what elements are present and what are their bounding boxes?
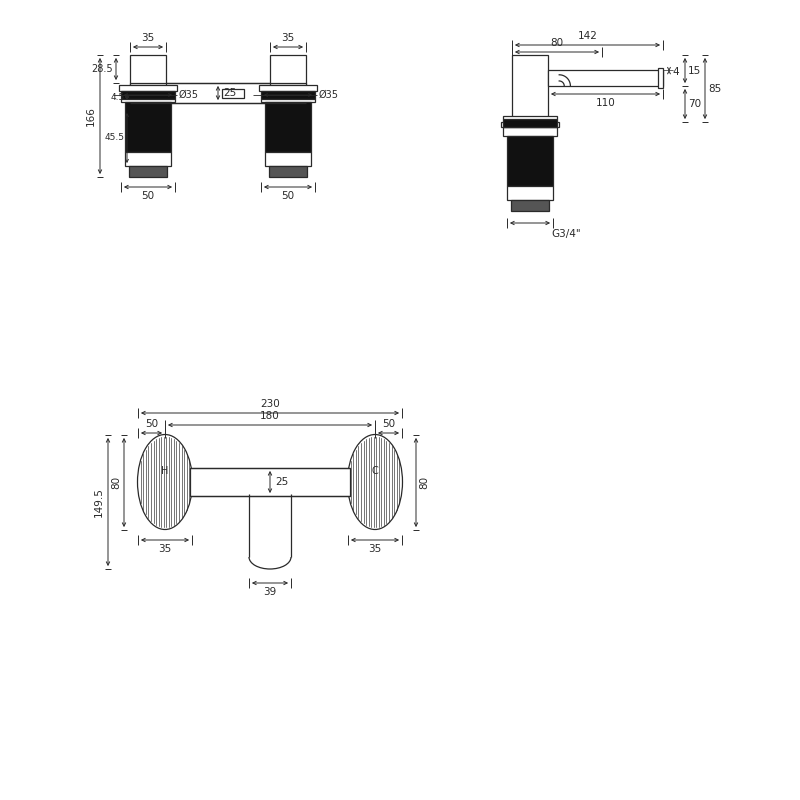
Text: 45.5: 45.5	[105, 134, 125, 142]
Text: 85: 85	[708, 83, 722, 94]
Bar	[503, 119, 557, 127]
Text: 149.5: 149.5	[94, 487, 104, 517]
Text: 35: 35	[282, 33, 294, 43]
Bar	[503, 116, 557, 119]
Bar	[190, 468, 350, 496]
Text: 15: 15	[688, 66, 702, 75]
Text: 35: 35	[142, 33, 154, 43]
Bar	[125, 102, 171, 152]
Bar	[501, 122, 559, 127]
Bar	[511, 200, 549, 211]
Text: Ø35: Ø35	[319, 90, 339, 100]
Text: 110: 110	[596, 98, 615, 108]
Bar	[129, 166, 167, 177]
Text: C: C	[372, 466, 378, 475]
Text: 142: 142	[578, 31, 598, 41]
Bar	[248, 544, 292, 557]
Text: 50: 50	[142, 191, 154, 201]
Text: 80: 80	[550, 38, 563, 48]
Text: 25: 25	[223, 88, 236, 98]
Text: G3/4": G3/4"	[551, 229, 581, 239]
Bar	[507, 136, 553, 186]
Bar	[119, 85, 177, 91]
Bar	[125, 152, 171, 166]
Ellipse shape	[138, 434, 193, 530]
Text: H: H	[162, 466, 169, 475]
Bar	[121, 91, 175, 99]
Bar	[507, 186, 553, 200]
Bar	[130, 83, 306, 103]
Bar	[269, 166, 307, 177]
Bar	[130, 55, 166, 85]
Bar	[548, 70, 663, 86]
Text: 4: 4	[672, 67, 678, 77]
Bar	[270, 55, 306, 85]
Text: 166: 166	[86, 106, 96, 126]
Text: 50: 50	[382, 419, 395, 429]
Text: 35: 35	[368, 544, 382, 554]
Text: 50: 50	[282, 191, 294, 201]
Text: 70: 70	[688, 99, 701, 109]
Bar	[265, 152, 311, 166]
Ellipse shape	[249, 545, 291, 569]
Bar	[259, 85, 317, 91]
Bar	[503, 127, 557, 136]
Bar	[121, 99, 175, 102]
Text: 230: 230	[260, 399, 280, 409]
Text: 25: 25	[275, 477, 288, 487]
Text: 28.5: 28.5	[91, 64, 113, 74]
Text: 80: 80	[419, 475, 429, 489]
Text: 180: 180	[260, 411, 280, 421]
Bar	[512, 55, 548, 142]
Ellipse shape	[347, 434, 402, 530]
Text: 4.5: 4.5	[110, 93, 125, 102]
Bar	[261, 99, 315, 102]
Bar	[261, 91, 315, 99]
Bar	[658, 68, 663, 88]
Bar	[265, 102, 311, 152]
Bar	[222, 89, 244, 98]
Text: Ø35: Ø35	[179, 90, 199, 100]
Text: 50: 50	[145, 419, 158, 429]
Text: 80: 80	[111, 475, 121, 489]
Text: 39: 39	[263, 587, 277, 597]
Text: 35: 35	[158, 544, 172, 554]
